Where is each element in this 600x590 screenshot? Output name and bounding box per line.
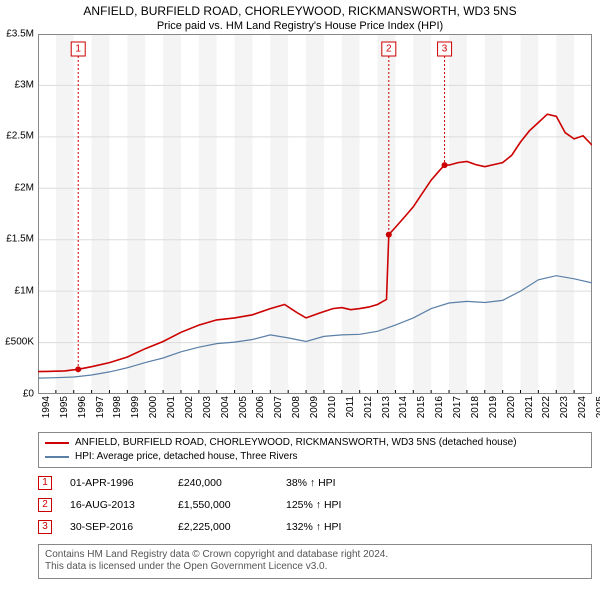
- chart-figure: ANFIELD, BURFIELD ROAD, CHORLEYWOOD, RIC…: [0, 0, 600, 590]
- sale-hpi: 132% ↑ HPI: [286, 521, 376, 533]
- sale-marker-icon: 2: [38, 498, 52, 512]
- sale-date: 30-SEP-2016: [70, 521, 160, 533]
- attribution-line: Contains HM Land Registry data © Crown c…: [45, 549, 585, 562]
- chart-subtitle: Price paid vs. HM Land Registry's House …: [0, 20, 600, 34]
- sale-price: £2,225,000: [178, 521, 268, 533]
- chart-svg: 1 2 3: [38, 34, 592, 394]
- x-axis-label: 1999: [130, 396, 141, 418]
- attribution-footer: Contains HM Land Registry data © Crown c…: [38, 544, 592, 579]
- x-axis-label: 1995: [59, 396, 70, 418]
- svg-text:2: 2: [386, 43, 392, 54]
- sale-marker-icon: 1: [38, 476, 52, 490]
- chart-plot-area: £0£500K£1M£1.5M£2M£2.5M£3M£3.5M 123: [38, 34, 592, 394]
- x-axis-label: 2024: [577, 396, 588, 418]
- svg-text:1: 1: [75, 43, 81, 54]
- x-axis-label: 2021: [524, 396, 535, 418]
- attribution-line: This data is licensed under the Open Gov…: [45, 561, 585, 574]
- x-axis-label: 2011: [345, 396, 356, 418]
- x-axis-label: 1998: [112, 396, 123, 418]
- x-axis-label: 2008: [291, 396, 302, 418]
- legend-label: HPI: Average price, detached house, Thre…: [75, 451, 298, 462]
- x-axis-label: 2016: [434, 396, 445, 418]
- sale-date: 16-AUG-2013: [70, 499, 160, 511]
- x-axis-label: 2009: [309, 396, 320, 418]
- legend-swatch: [45, 456, 69, 458]
- x-axis-label: 2012: [363, 396, 374, 418]
- x-axis-label: 2003: [202, 396, 213, 418]
- x-axis-label: 1994: [41, 396, 52, 418]
- x-axis-labels: 1994 1995 1996 1997 1998 1999 2000 2001 2002 2003…: [38, 394, 592, 428]
- x-axis-label: 2014: [398, 396, 409, 418]
- x-axis-label: 2025: [595, 396, 600, 418]
- x-axis-label: 2000: [148, 396, 159, 418]
- y-axis-label: £1M: [15, 285, 34, 296]
- x-axis-label: 2015: [416, 396, 427, 418]
- x-axis-label: 2002: [184, 396, 195, 418]
- x-axis-label: 2018: [470, 396, 481, 418]
- y-axis-label: £1.5M: [6, 234, 34, 245]
- y-axis-label: £3M: [15, 80, 34, 91]
- legend-swatch: [45, 442, 69, 444]
- y-axis-label: £2.5M: [6, 131, 34, 142]
- x-axis-label: 2005: [238, 396, 249, 418]
- sale-row: 2 16-AUG-2013 £1,550,000 125% ↑ HPI: [38, 494, 592, 516]
- y-axis-label: £3.5M: [6, 28, 34, 39]
- y-axis-label: £0: [23, 388, 34, 399]
- sale-marker-icon: 3: [38, 520, 52, 534]
- sales-table: 1 01-APR-1996 £240,000 38% ↑ HPI 2 16-AU…: [38, 472, 592, 538]
- x-axis-label: 2019: [488, 396, 499, 418]
- sale-row: 3 30-SEP-2016 £2,225,000 132% ↑ HPI: [38, 516, 592, 538]
- legend-label: ANFIELD, BURFIELD ROAD, CHORLEYWOOD, RIC…: [75, 437, 517, 448]
- x-axis-label: 1997: [95, 396, 106, 418]
- x-axis-label: 2007: [273, 396, 284, 418]
- x-axis-label: 2010: [327, 396, 338, 418]
- x-axis-label: 2013: [381, 396, 392, 418]
- x-axis-label: 2020: [506, 396, 517, 418]
- sale-date: 01-APR-1996: [70, 477, 160, 489]
- legend-item: ANFIELD, BURFIELD ROAD, CHORLEYWOOD, RIC…: [45, 436, 585, 450]
- x-axis-label: 2001: [166, 396, 177, 418]
- x-axis-label: 2017: [452, 396, 463, 418]
- x-axis-label: 1996: [77, 396, 88, 418]
- sale-hpi: 125% ↑ HPI: [286, 499, 376, 511]
- x-axis-label: 2022: [541, 396, 552, 418]
- chart-title: ANFIELD, BURFIELD ROAD, CHORLEYWOOD, RIC…: [0, 0, 600, 20]
- svg-text:3: 3: [442, 43, 448, 54]
- x-axis-label: 2006: [255, 396, 266, 418]
- x-axis-label: 2023: [559, 396, 570, 418]
- sale-price: £240,000: [178, 477, 268, 489]
- y-axis-label: £2M: [15, 182, 34, 193]
- legend-item: HPI: Average price, detached house, Thre…: [45, 450, 585, 464]
- y-axis-label: £500K: [5, 337, 34, 348]
- sale-price: £1,550,000: [178, 499, 268, 511]
- sale-hpi: 38% ↑ HPI: [286, 477, 376, 489]
- x-axis-label: 2004: [220, 396, 231, 418]
- sale-row: 1 01-APR-1996 £240,000 38% ↑ HPI: [38, 472, 592, 494]
- legend: ANFIELD, BURFIELD ROAD, CHORLEYWOOD, RIC…: [38, 432, 592, 468]
